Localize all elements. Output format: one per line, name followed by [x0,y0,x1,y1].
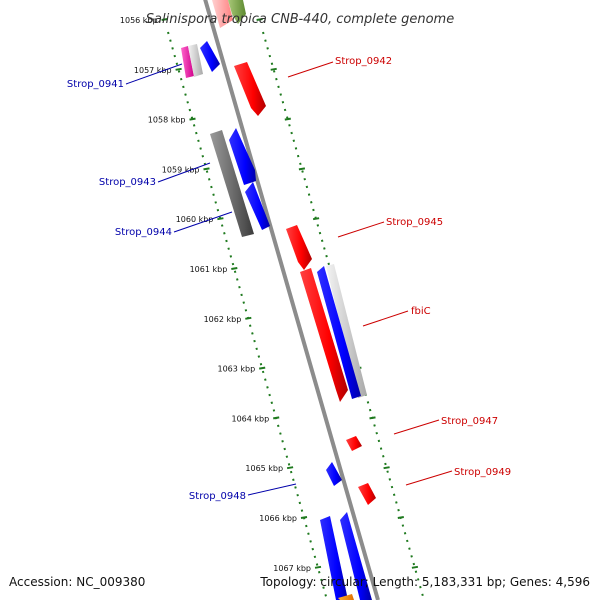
gene-strop-0941 [200,41,220,72]
ruler-major-tick [273,416,280,420]
genome-summary-text: Topology: circular; Length: 5,183,331 bp… [260,575,590,589]
gene-fbic [300,268,348,402]
reverse-strand-genes [200,41,372,600]
ruler-tick-label: 1064 kbp [231,414,269,423]
ruler-tick-label: 1067 kbp [273,564,311,573]
ruler-major-tick [259,366,266,370]
gene-bottom-blue-1 [320,516,348,600]
ruler-major-tick [161,18,168,21]
ruler-major-tick [286,466,294,470]
gene-label-strop-0944[interactable]: Strop_0944 [115,227,172,238]
gene-label-strop-0948[interactable]: Strop_0948 [189,491,246,502]
gene-strop-0945 [286,225,312,270]
leader-strop-0942 [287,61,334,78]
ruler-major-tick-inner [312,217,320,221]
gene-strop-0944 [245,182,270,230]
ruler-major-tick-inner [411,565,419,569]
map-title: Salinispora tropica CNB-440, complete ge… [146,12,454,27]
ruler-tick-label: 1062 kbp [204,315,242,324]
gene-bottom-orange [338,594,354,600]
leader-strop-0947 [393,419,440,435]
ruler-tick-label: 1059 kbp [162,165,200,174]
ruler-major-tick [189,117,196,121]
leader-strop-0943 [157,162,211,183]
gene-label-fbic[interactable]: fbiC [411,306,431,317]
gene-partial-top-red [212,0,233,28]
ruler-tick-label: 1065 kbp [245,464,283,473]
track-gray-0943 [210,130,254,237]
gene-label-strop-0947[interactable]: Strop_0947 [441,416,498,427]
forward-strand-genes [212,0,376,505]
gene-labels: Strop_0941 Strop_0942 Strop_0943 Strop_0944… [67,56,511,502]
gene-strop-0949 [358,483,376,505]
gene-strop-0947 [346,436,362,451]
ruler-major-tick-inner [369,416,376,420]
ruler-tick-label: 1057 kbp [134,66,172,75]
genome-backbone [203,0,380,600]
ruler-ticks: 1056 kbp 1057 kbp 1058 kbp 1059 kbp 1060 kbp… [120,16,419,573]
track-fbic-lightgray [326,264,367,398]
track-lightgray-0941 [188,44,203,77]
gene-bottom-blue-2 [340,512,372,600]
ruler-tick-label: 1061 kbp [190,265,228,274]
ruler-tick-label: 1066 kbp [259,514,297,523]
label-leaders [125,61,453,496]
leader-fbic [362,310,409,327]
gene-partial-top-green [228,0,246,24]
ruler-tick-label: 1063 kbp [217,365,255,374]
leader-strop-0949 [405,470,453,486]
gene-rna-pink [181,46,194,78]
ruler-major-tick-inner [298,167,306,171]
leader-strop-0945 [337,221,385,238]
gene-strop-0943 [229,128,256,185]
ruler-major-tick-inner [284,117,291,121]
ruler-tick-label: 1060 kbp [176,215,214,224]
ruler-major-tick [314,565,322,569]
ruler-major-tick [300,516,308,519]
ruler-major-tick-inner [256,18,263,21]
gene-label-strop-0949[interactable]: Strop_0949 [454,467,511,478]
gene-label-strop-0943[interactable]: Strop_0943 [99,177,156,188]
ruler-major-tick [245,316,252,320]
ruler-major-tick-inner [397,516,404,519]
ruler-major-tick-inner [383,466,390,470]
ruler-major-tick-inner [270,67,277,71]
ruler-tick-label: 1056 kbp [120,16,158,25]
ruler-line-left [167,31,328,600]
ruler-major-tick [175,67,182,71]
gene-label-strop-0941[interactable]: Strop_0941 [67,79,124,90]
accession-text: Accession: NC_009380 [9,575,146,589]
gene-label-strop-0945[interactable]: Strop_0945 [386,217,443,228]
leader-strop-0948 [247,483,297,496]
ruler-tick-label: 1058 kbp [148,116,186,125]
gene-strop-0942 [234,62,266,116]
ruler-major-tick [217,217,224,221]
gene-label-strop-0942[interactable]: Strop_0942 [335,56,392,67]
gene-strop-0948 [326,462,342,486]
leader-strop-0944 [173,211,233,233]
leader-strop-0941 [125,63,183,85]
ruler-major-tick [203,167,210,171]
ruler-major-tick [231,267,238,270]
gene-fbic-reverse [317,266,361,399]
